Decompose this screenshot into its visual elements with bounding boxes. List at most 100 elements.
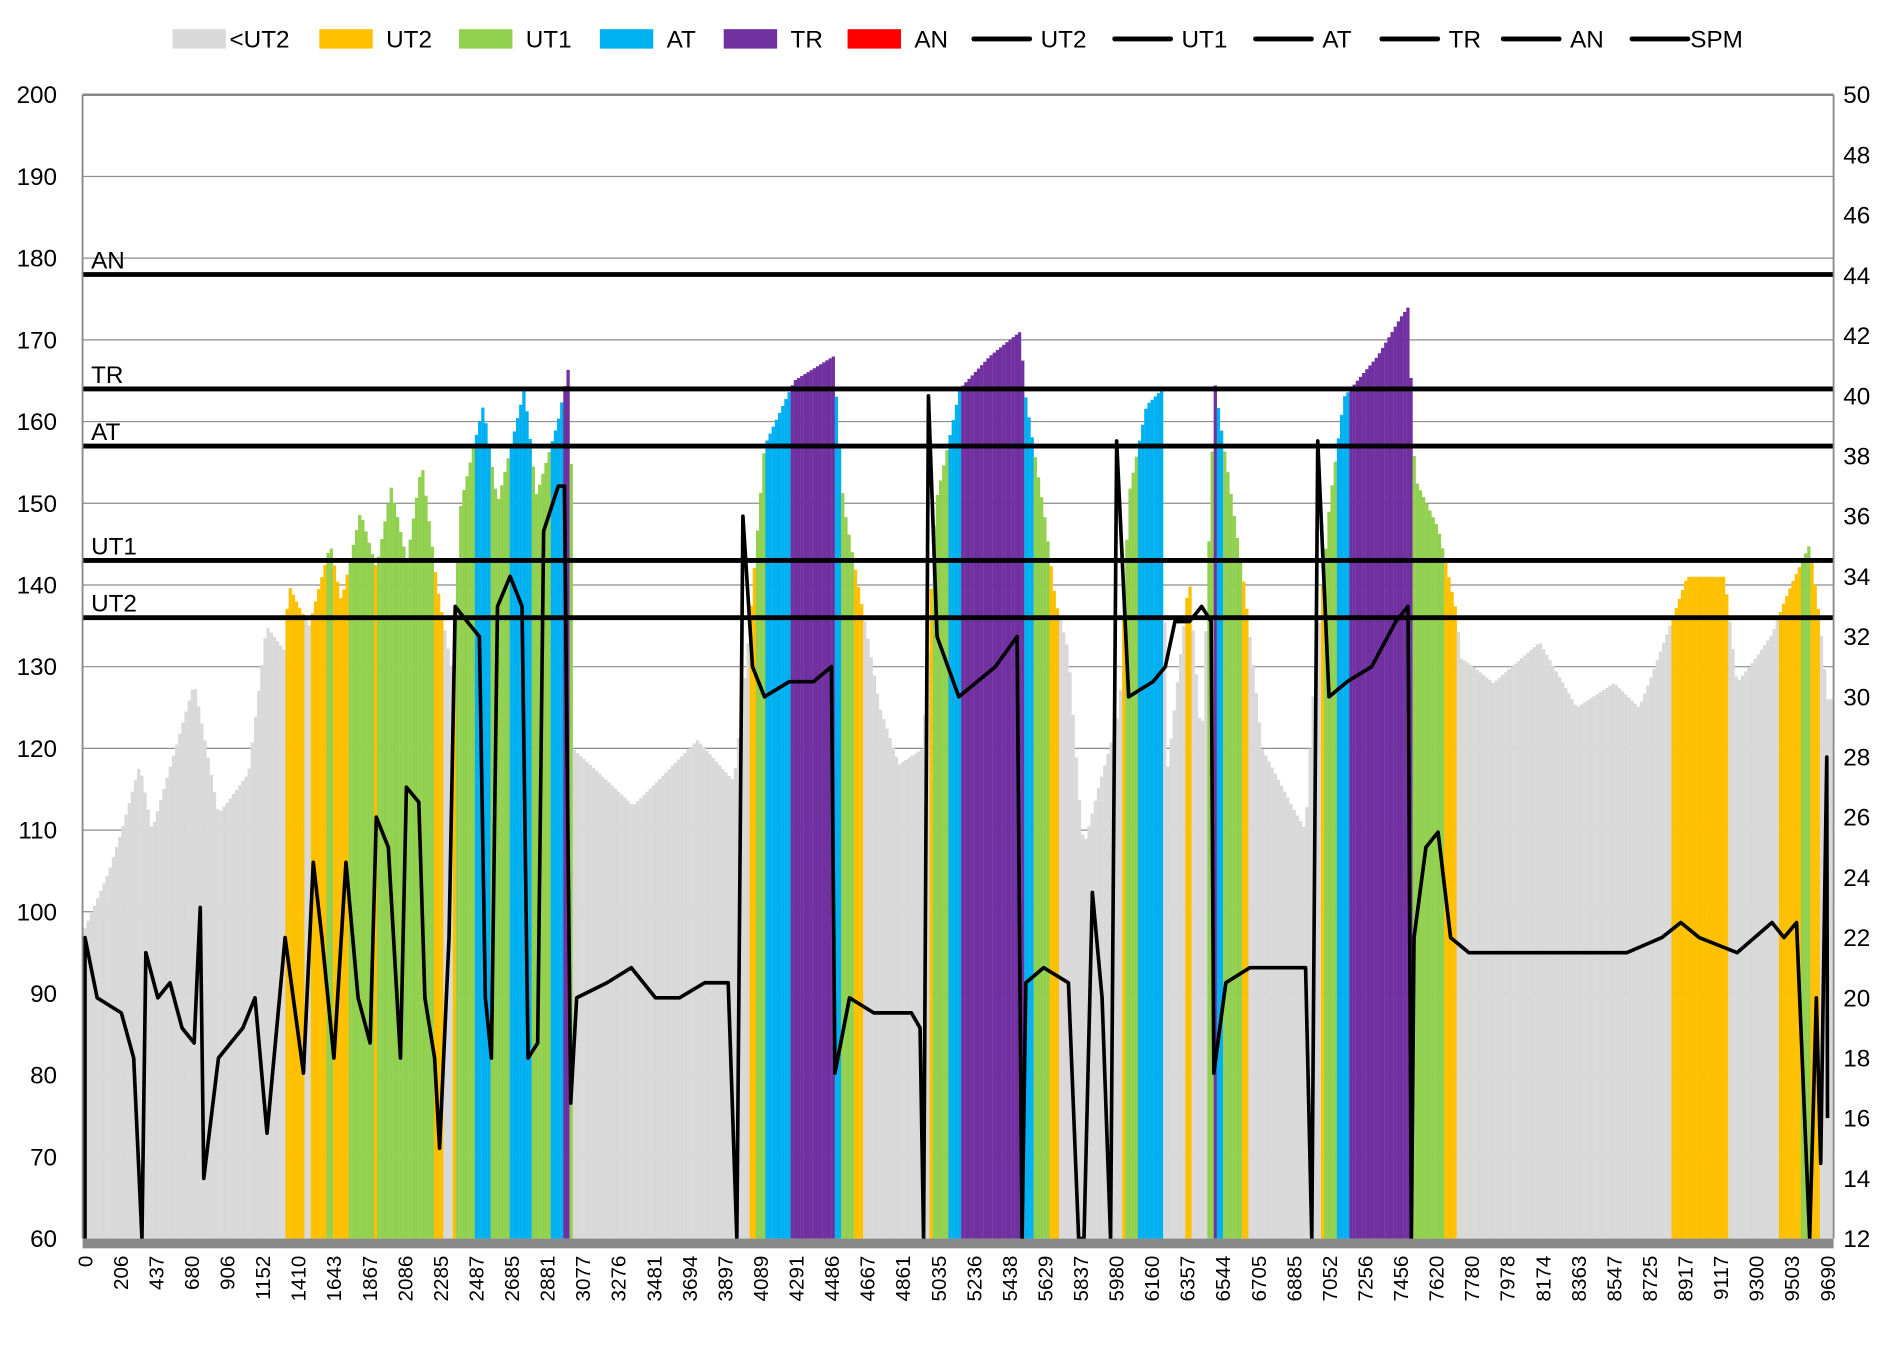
y-tick-label: 180 xyxy=(17,246,58,273)
y-tick-label: 200 xyxy=(17,82,58,109)
x-tick-label: 3481 xyxy=(643,1256,666,1302)
hr-bar xyxy=(1586,700,1590,1239)
hr-bar xyxy=(225,802,229,1239)
zone-label-an: AN xyxy=(91,247,125,274)
hr-bar xyxy=(907,757,911,1239)
hr-bar xyxy=(405,560,409,1239)
hr-bar xyxy=(1624,694,1628,1239)
hr-bar xyxy=(326,552,330,1239)
hr-bar xyxy=(1687,576,1691,1239)
y-tick-label: 140 xyxy=(17,572,58,599)
hr-bar xyxy=(544,462,548,1239)
hr-bar xyxy=(168,766,172,1239)
x-tick-label: 1643 xyxy=(323,1256,346,1302)
hr-bar xyxy=(1062,632,1066,1239)
hr-bar xyxy=(598,773,602,1239)
hr-bar xyxy=(468,462,472,1239)
hr-bar xyxy=(670,765,674,1239)
legend: <UT2 UT2 UT1 AT TR AN UT2 UT1 AT TR AN SPM xyxy=(172,26,1743,53)
hr-bar xyxy=(957,389,962,1239)
x-axis-bar xyxy=(82,1238,1834,1249)
hr-bar xyxy=(1494,680,1498,1239)
hr-bar xyxy=(591,767,595,1239)
hr-bar xyxy=(459,505,463,1239)
hr-bar xyxy=(187,700,191,1239)
hr-bar xyxy=(96,898,100,1239)
hr-bar xyxy=(1655,660,1659,1239)
hr-bar xyxy=(1595,694,1599,1239)
hr-bar xyxy=(1649,677,1653,1239)
hr-bar xyxy=(768,433,772,1239)
hr-bar xyxy=(269,632,273,1239)
hr-bar xyxy=(1068,672,1072,1239)
x-tick-label: 9503 xyxy=(1781,1256,1804,1302)
hr-bar xyxy=(1122,615,1126,1239)
hr-bar xyxy=(383,521,387,1239)
hr-bar xyxy=(133,780,138,1239)
hr-bar xyxy=(771,426,775,1239)
hr-bar xyxy=(1030,437,1034,1239)
hr-bar xyxy=(190,689,195,1239)
hr-bar xyxy=(1213,385,1217,1239)
spm-line xyxy=(83,393,1830,1241)
hr-bar xyxy=(607,782,611,1239)
hr-bar xyxy=(1058,620,1063,1239)
hr-bar xyxy=(1643,693,1647,1239)
hr-bar xyxy=(942,465,946,1239)
hr-bar xyxy=(1270,767,1274,1239)
hr-bar xyxy=(664,772,668,1239)
x-tick-label: 8725 xyxy=(1639,1256,1662,1302)
hr-bar xyxy=(279,645,283,1239)
hr-bar xyxy=(639,797,643,1239)
hr-bar xyxy=(247,768,251,1239)
hr-bar xyxy=(1352,384,1356,1239)
hr-bar xyxy=(222,806,226,1239)
hr-bar xyxy=(1639,701,1644,1239)
hr-bar xyxy=(1500,674,1505,1239)
hr-bar xyxy=(1797,567,1802,1239)
hr-bar xyxy=(361,520,365,1239)
hr-bar xyxy=(146,809,150,1239)
y2-tick-label: 32 xyxy=(1843,624,1870,651)
hr-bar xyxy=(866,638,870,1239)
hr-bar xyxy=(1589,698,1593,1239)
hr-bar xyxy=(1409,377,1413,1239)
hr-bar xyxy=(1785,595,1789,1239)
hr-bar xyxy=(733,767,738,1239)
hr-bar xyxy=(310,613,315,1239)
hr-bar xyxy=(582,758,586,1239)
hr-bar xyxy=(834,396,839,1239)
y-tick-label: 120 xyxy=(17,736,58,763)
hr-bar xyxy=(1393,326,1397,1239)
hr-bar xyxy=(1283,791,1287,1239)
hr-bar xyxy=(449,665,453,1239)
hr-bar xyxy=(1321,585,1325,1239)
hr-bar xyxy=(1737,679,1742,1239)
hr-bar xyxy=(484,423,488,1239)
hr-bar xyxy=(1425,503,1429,1239)
hr-bar xyxy=(1744,671,1748,1239)
hr-bar xyxy=(879,709,883,1239)
hr-bar xyxy=(1106,753,1110,1239)
x-tick-label: 8363 xyxy=(1568,1256,1591,1302)
zone-label-tr: TR xyxy=(91,362,123,389)
hr-bar xyxy=(440,612,444,1239)
x-tick-label: 3077 xyxy=(572,1256,595,1302)
hr-bar xyxy=(935,494,940,1239)
hr-bar xyxy=(525,411,529,1239)
y-tick-label: 150 xyxy=(17,491,58,518)
y-tick-label: 80 xyxy=(30,1063,57,1090)
hr-bar xyxy=(1576,706,1581,1239)
hr-bar xyxy=(1279,785,1284,1239)
hr-bar xyxy=(790,385,794,1239)
hr-bar xyxy=(553,430,558,1239)
y-tick-label: 90 xyxy=(30,981,57,1008)
hr-bar xyxy=(1630,700,1634,1239)
hr-bar xyxy=(519,404,523,1239)
hr-bar xyxy=(509,444,513,1239)
hr-bar xyxy=(724,772,728,1239)
hr-bar xyxy=(913,753,918,1239)
legend-label: UT2 xyxy=(386,26,432,53)
x-tick-label: 7052 xyxy=(1319,1256,1342,1302)
hr-bar xyxy=(1431,517,1435,1239)
